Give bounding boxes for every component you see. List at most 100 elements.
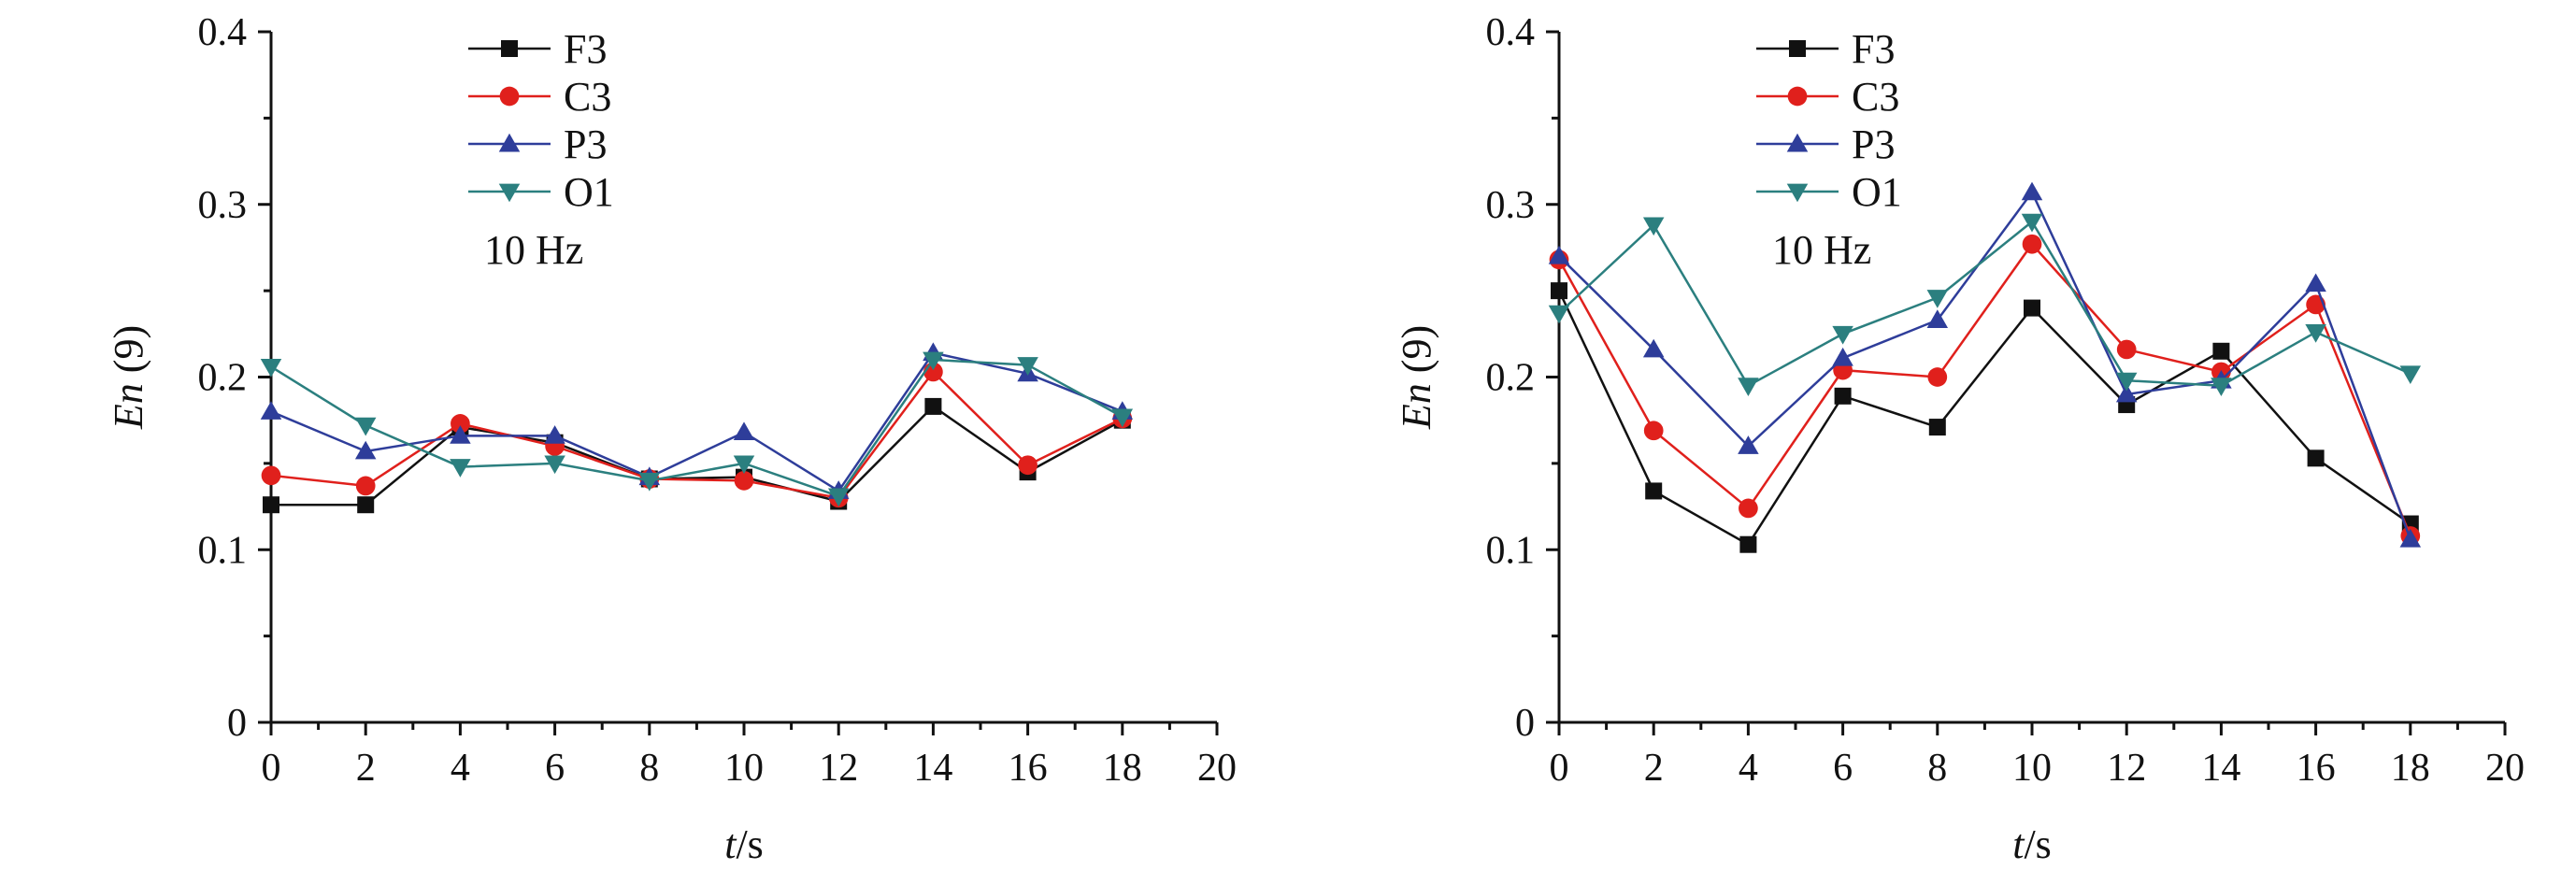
y-axis-label-var: En <box>1394 383 1439 430</box>
series-O1 <box>1548 213 2422 396</box>
x-axis-label: t/s <box>2012 821 2052 867</box>
data-point-F3 <box>357 496 375 514</box>
data-point-F3 <box>263 496 279 514</box>
x-tick-label: 2 <box>356 747 376 790</box>
data-point-C3 <box>734 470 754 491</box>
y-tick-label: 0.4 <box>1486 11 1536 54</box>
y-axis-label: En (9) <box>1394 325 1439 430</box>
data-point-O1 <box>354 417 377 436</box>
data-point-O1 <box>2211 378 2232 396</box>
data-point-P3 <box>1832 347 1853 366</box>
series-line-C3 <box>270 370 1123 500</box>
frequency-annotation: 10 Hz <box>484 227 583 273</box>
data-point-C3 <box>2022 234 2042 254</box>
data-point-O1 <box>2021 213 2043 233</box>
legend-label-C3: C3 <box>1852 74 1899 120</box>
data-point-O1 <box>2115 372 2138 392</box>
data-point-O1 <box>827 488 850 507</box>
data-point-F3 <box>2307 449 2325 467</box>
series-line-P3 <box>1558 190 2411 540</box>
series-line-C3 <box>1557 242 2411 536</box>
data-point-F3 <box>1645 482 1663 500</box>
x-tick-label: 8 <box>1927 747 1947 790</box>
y-tick-label: 0.2 <box>1486 357 1536 400</box>
legend-marker-P3 <box>498 133 521 152</box>
y-axis-label: En (9) <box>106 325 151 430</box>
data-point-F3 <box>1834 387 1852 405</box>
legend-marker-O1 <box>498 183 521 203</box>
data-point-F3 <box>924 397 942 415</box>
x-tick-label: 12 <box>819 747 858 790</box>
data-point-P3 <box>354 440 377 460</box>
series-line-F3 <box>1557 290 2411 547</box>
data-point-C3 <box>1018 455 1038 476</box>
data-point-C3 <box>451 414 470 434</box>
x-tick-label: 16 <box>1009 747 1048 790</box>
data-point-P3 <box>544 425 565 444</box>
legend-label-C3: C3 <box>564 74 611 120</box>
legend-label-P3: P3 <box>1852 121 1895 167</box>
data-point-C3 <box>1739 498 1758 519</box>
legend-label-O1: O1 <box>1852 169 1902 215</box>
data-point-P3 <box>1738 435 1759 454</box>
frequency-annotation: 10 Hz <box>1772 227 1871 273</box>
legend-label-O1: O1 <box>564 169 614 215</box>
data-point-O1 <box>260 358 282 378</box>
legend-marker-P3 <box>1786 133 1809 152</box>
series-line-P3 <box>270 351 1123 493</box>
data-point-F3 <box>2024 299 2040 317</box>
legend-marker-C3 <box>499 86 520 107</box>
chart-left-svg: 0 2 4 6 8 10 12 14 16 18 20 0 0.1 0.2 0.3 0.4 t/s En (9) F… <box>106 11 1237 867</box>
series-line-O1 <box>270 358 1123 498</box>
data-point-O1 <box>733 455 755 475</box>
x-tick-label: 4 <box>451 747 470 790</box>
data-point-P3 <box>1642 338 1665 358</box>
data-point-F3 <box>1551 282 1567 300</box>
x-tick-label: 2 <box>1644 747 1664 790</box>
x-axis-label-var: t <box>724 821 737 867</box>
data-point-O1 <box>1832 325 1853 345</box>
y-tick-label: 0.4 <box>198 11 248 54</box>
data-point-C3 <box>1927 367 1948 387</box>
data-point-P3 <box>260 401 282 420</box>
x-tick-label: 18 <box>2391 747 2430 790</box>
y-axis-label-rest: (9) <box>106 325 151 383</box>
series-C3 <box>261 362 1133 508</box>
y-tick-label: 0.1 <box>198 529 248 572</box>
x-axis-label-unit: /s <box>2024 821 2051 867</box>
x-tick-label: 14 <box>2201 747 2240 790</box>
chart-right-svg: 0 2 4 6 8 10 12 14 16 18 20 0 0.1 0.2 0.3 0.4 t/s En (9) F… <box>1394 11 2525 867</box>
data-point-O1 <box>544 455 565 475</box>
x-tick-label: 16 <box>2297 747 2336 790</box>
y-tick-label: 0.3 <box>1486 184 1536 227</box>
legend-marker-C3 <box>1787 86 1808 107</box>
x-tick-label: 8 <box>639 747 659 790</box>
y-axis-label-rest: (9) <box>1394 325 1439 383</box>
x-tick-label: 10 <box>724 747 764 790</box>
series-C3 <box>1549 234 2421 546</box>
y-tick-label: 0.1 <box>1486 529 1536 572</box>
y-tick-label: 0 <box>1515 702 1535 745</box>
data-point-O1 <box>2305 324 2326 343</box>
data-point-O1 <box>1738 378 1759 396</box>
data-point-O1 <box>1642 217 1665 236</box>
y-axis-label-var: En <box>106 383 151 430</box>
data-point-F3 <box>1928 419 1946 436</box>
legend-marker-F3 <box>1789 40 1806 57</box>
data-point-P3 <box>1548 245 1570 264</box>
data-point-O1 <box>2399 365 2422 385</box>
legend-marker-O1 <box>1786 183 1809 203</box>
data-point-P3 <box>733 421 755 441</box>
x-tick-label: 18 <box>1103 747 1142 790</box>
data-point-P3 <box>1926 309 1949 328</box>
x-tick-label: 20 <box>2485 747 2525 790</box>
x-tick-label: 10 <box>2012 747 2052 790</box>
data-point-P3 <box>2399 528 2422 548</box>
legend-label-P3: P3 <box>564 121 607 167</box>
data-point-P3 <box>450 425 471 444</box>
data-point-O1 <box>1017 357 1038 376</box>
legend-label-F3: F3 <box>1852 26 1895 72</box>
series-O1 <box>260 351 1134 507</box>
